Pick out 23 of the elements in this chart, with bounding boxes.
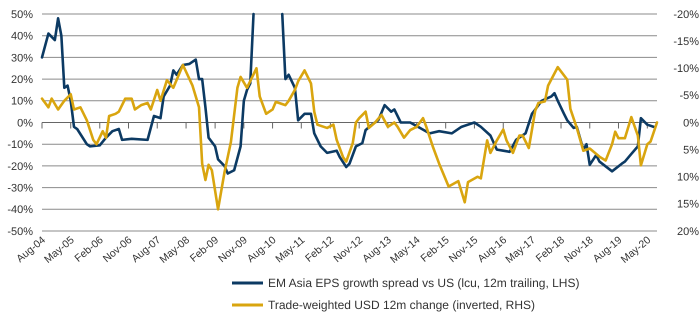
- y-tick-label: -10%: [7, 139, 34, 152]
- y-tick-label: 20%: [10, 74, 34, 86]
- legend-label: Trade-weighted USD 12m change (inverted, RHS): [268, 298, 536, 312]
- y2-tick-label: 0%: [683, 117, 700, 130]
- y-tick-label: -20%: [7, 160, 34, 173]
- y-tick-label: 30%: [10, 52, 34, 64]
- y2-tick-label: -5%: [679, 90, 700, 102]
- y-tick-label: 0%: [17, 117, 34, 130]
- y2-tick-label: -20%: [673, 8, 700, 21]
- y2-tick-label: 20%: [676, 226, 700, 238]
- line-series: [40, 64, 658, 211]
- y-tick-label: 50%: [10, 8, 34, 21]
- y-tick-label: 40%: [10, 30, 34, 43]
- y2-tick-label: 5%: [683, 144, 700, 156]
- y2-tick-label: 15%: [676, 198, 700, 211]
- y-tick-label: -30%: [7, 182, 34, 194]
- y2-tick-label: 10%: [676, 172, 700, 184]
- y2-tick-label: -15%: [673, 36, 700, 48]
- y-tick-label: 10%: [10, 96, 34, 108]
- y2-tick-label: -10%: [673, 63, 700, 76]
- y-tick-label: -50%: [7, 226, 34, 238]
- legend-label: EM Asia EPS growth spread vs US (lcu, 12m trailing, LHS): [268, 276, 580, 290]
- y-tick-label: -40%: [7, 204, 34, 216]
